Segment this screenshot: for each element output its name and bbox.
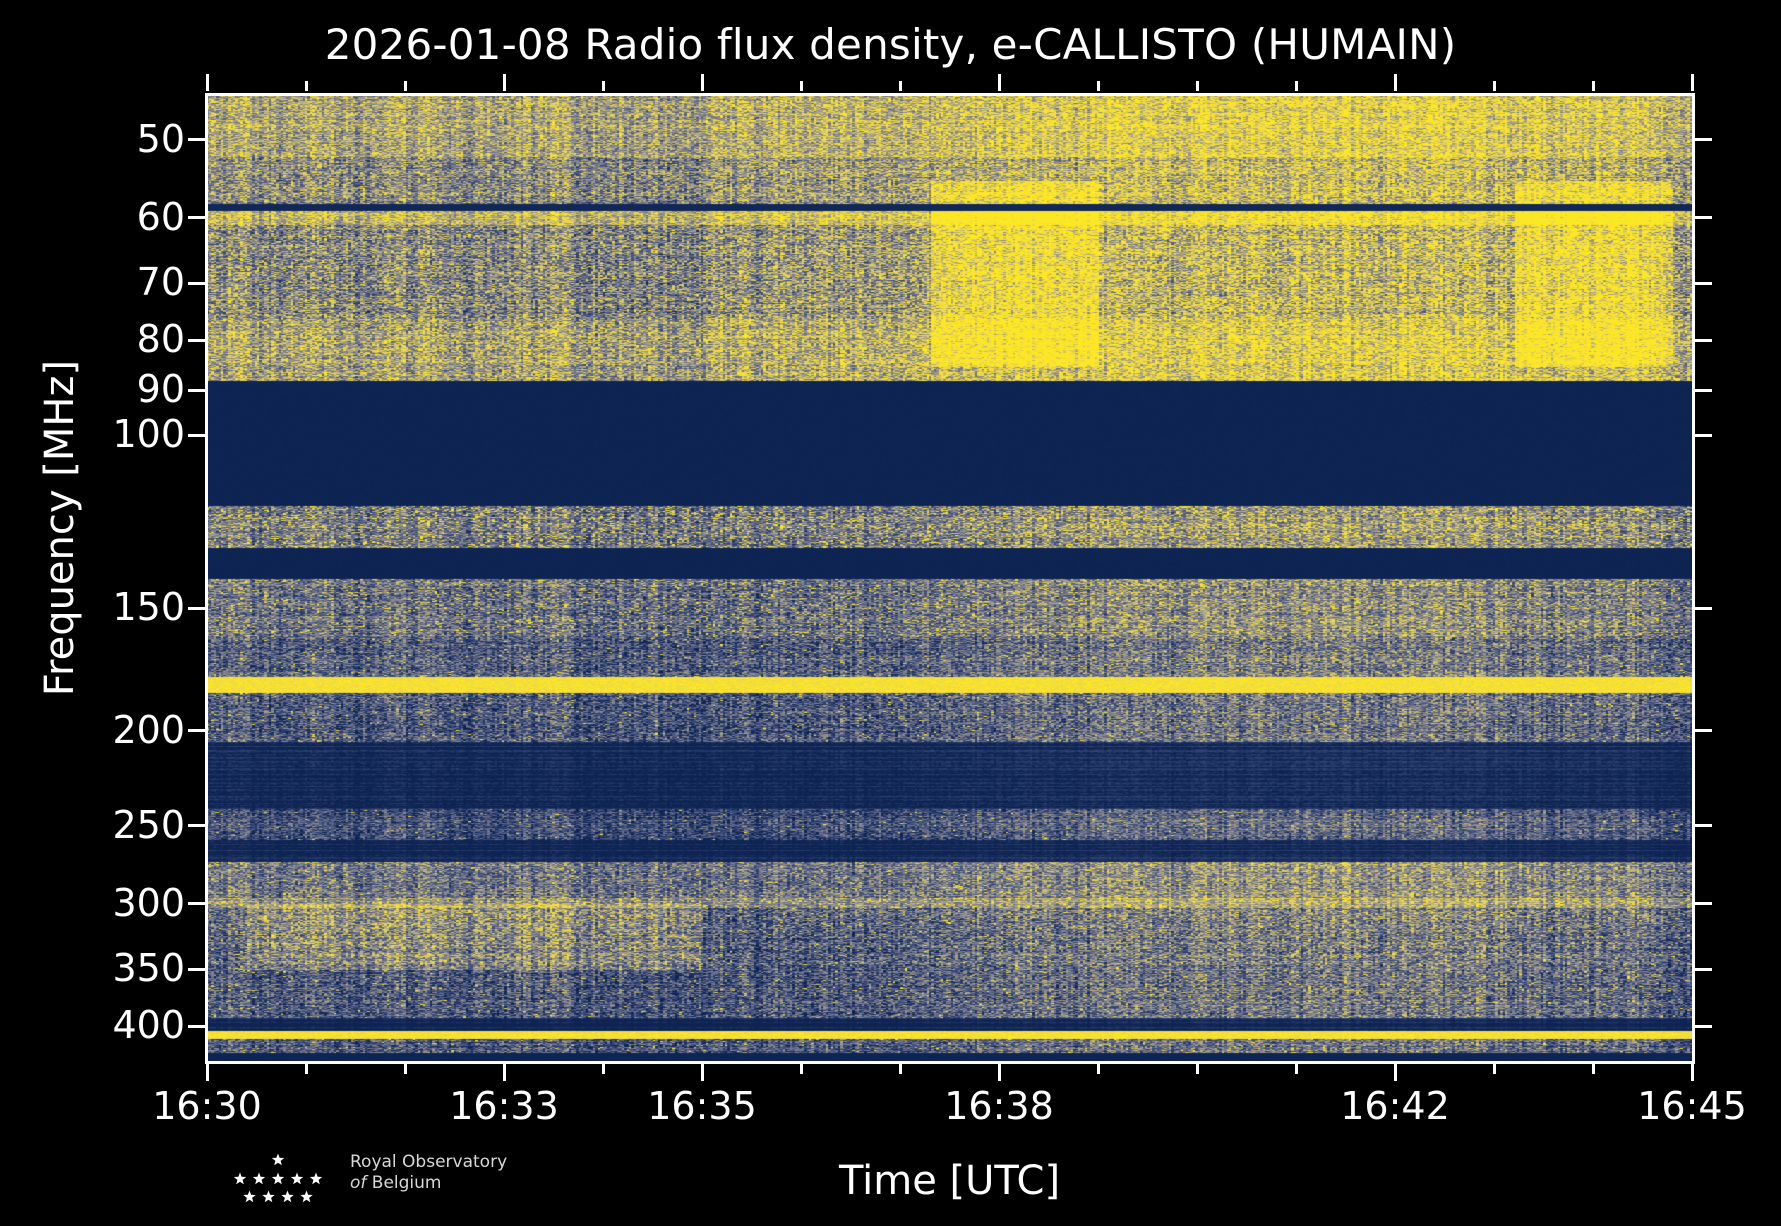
watermark-belgium: Belgium — [371, 1173, 442, 1193]
x-tick-mark-1642-top — [1393, 74, 1397, 91]
y-tick-mark-right-250 — [1695, 824, 1712, 828]
y-tick-mark-right-300 — [1695, 902, 1712, 906]
x-tick-mark-1635-top — [700, 74, 704, 91]
y-tick-mark-200 — [188, 729, 205, 733]
y-tick-label-100: 100 — [112, 412, 185, 457]
y-tick-mark-80 — [188, 338, 205, 342]
x-minor-tick-top — [403, 81, 407, 91]
x-minor-tick-top — [1096, 81, 1100, 91]
x-minor-tick-top — [304, 81, 308, 91]
x-minor-tick — [799, 1064, 803, 1074]
x-tick-label-1633: 16:33 — [449, 1084, 559, 1128]
x-minor-tick-top — [601, 81, 605, 91]
y-tick-mark-400 — [188, 1024, 205, 1028]
y-tick-label-50: 50 — [136, 116, 185, 161]
x-tick-label-1635: 16:35 — [647, 1084, 757, 1128]
y-tick-mark-right-90 — [1695, 388, 1712, 392]
y-tick-label-350: 350 — [112, 946, 185, 991]
x-axis-title: Time [UTC] — [838, 1158, 1061, 1204]
axis-spine-bottom — [205, 1061, 1695, 1064]
x-minor-tick — [898, 1064, 902, 1074]
x-minor-tick-top — [1294, 81, 1298, 91]
x-minor-tick — [1492, 1064, 1496, 1074]
y-tick-mark-100 — [188, 433, 205, 437]
y-tick-label-150: 150 — [112, 585, 185, 630]
y-tick-label-80: 80 — [136, 317, 185, 362]
x-tick-mark-1638-top — [997, 74, 1001, 91]
watermark-line-1: Royal Observatory — [350, 1152, 508, 1172]
y-tick-mark-300 — [188, 902, 205, 906]
x-minor-tick — [403, 1064, 407, 1074]
y-tick-mark-50 — [188, 138, 205, 142]
x-minor-tick-top — [1195, 81, 1199, 91]
y-tick-label-60: 60 — [136, 194, 185, 239]
y-tick-label-70: 70 — [136, 260, 185, 305]
y-tick-mark-right-80 — [1695, 338, 1712, 342]
spectrogram-plot[interactable] — [207, 95, 1692, 1062]
x-tick-mark-1633 — [502, 1064, 506, 1081]
x-tick-mark-1635 — [700, 1064, 704, 1081]
y-tick-label-300: 300 — [112, 880, 185, 925]
y-tick-mark-right-70 — [1695, 281, 1712, 285]
x-tick-mark-1630-top — [205, 74, 209, 91]
y-tick-mark-right-100 — [1695, 433, 1712, 437]
page-title: 2026-01-08 Radio flux density, e-CALLIST… — [324, 20, 1457, 69]
x-tick-mark-1638 — [997, 1064, 1001, 1081]
x-minor-tick-top — [898, 81, 902, 91]
y-tick-mark-right-350 — [1695, 967, 1712, 971]
x-minor-tick — [601, 1064, 605, 1074]
x-minor-tick — [1294, 1064, 1298, 1074]
x-minor-tick — [1195, 1064, 1199, 1074]
x-tick-mark-1630 — [205, 1064, 209, 1081]
x-tick-label-1638: 16:38 — [944, 1084, 1054, 1128]
axis-spine-left — [205, 93, 208, 1064]
x-minor-tick — [1096, 1064, 1100, 1074]
y-axis-title: Frequency [MHz] — [37, 359, 83, 697]
axis-spine-right — [1692, 93, 1695, 1064]
watermark-of: of — [350, 1173, 367, 1193]
y-tick-mark-right-50 — [1695, 138, 1712, 142]
x-tick-label-1645: 16:45 — [1637, 1084, 1747, 1128]
watermark-line-2: of Belgium — [350, 1173, 640, 1194]
x-tick-label-1630: 16:30 — [152, 1084, 262, 1128]
y-tick-mark-70 — [188, 281, 205, 285]
x-minor-tick-top — [1492, 81, 1496, 91]
y-tick-label-90: 90 — [136, 367, 185, 412]
y-tick-mark-right-60 — [1695, 216, 1712, 220]
y-tick-mark-right-150 — [1695, 606, 1712, 610]
x-minor-tick-top — [799, 81, 803, 91]
y-tick-label-250: 250 — [112, 802, 185, 847]
x-tick-mark-1645-top — [1690, 74, 1694, 91]
axis-spine-top — [205, 93, 1695, 96]
y-tick-mark-150 — [188, 606, 205, 610]
royal-observatory-watermark: Royal Observatory of Belgium — [218, 1150, 638, 1212]
x-minor-tick-top — [1591, 81, 1595, 91]
y-tick-mark-90 — [188, 388, 205, 392]
x-minor-tick — [304, 1064, 308, 1074]
y-tick-label-200: 200 — [112, 707, 185, 752]
y-tick-mark-right-400 — [1695, 1024, 1712, 1028]
watermark-text: Royal Observatory of Belgium — [350, 1152, 640, 1194]
y-tick-label-400: 400 — [112, 1003, 185, 1048]
x-minor-tick — [1591, 1064, 1595, 1074]
y-tick-mark-right-200 — [1695, 729, 1712, 733]
eu-stars-icon — [233, 1153, 323, 1203]
spectrogram-image[interactable] — [207, 95, 1692, 1062]
x-tick-mark-1642 — [1393, 1064, 1397, 1081]
y-tick-mark-60 — [188, 216, 205, 220]
x-tick-label-1642: 16:42 — [1340, 1084, 1450, 1128]
y-tick-mark-250 — [188, 824, 205, 828]
x-tick-mark-1645 — [1690, 1064, 1694, 1081]
x-tick-mark-1633-top — [502, 74, 506, 91]
y-tick-mark-350 — [188, 967, 205, 971]
